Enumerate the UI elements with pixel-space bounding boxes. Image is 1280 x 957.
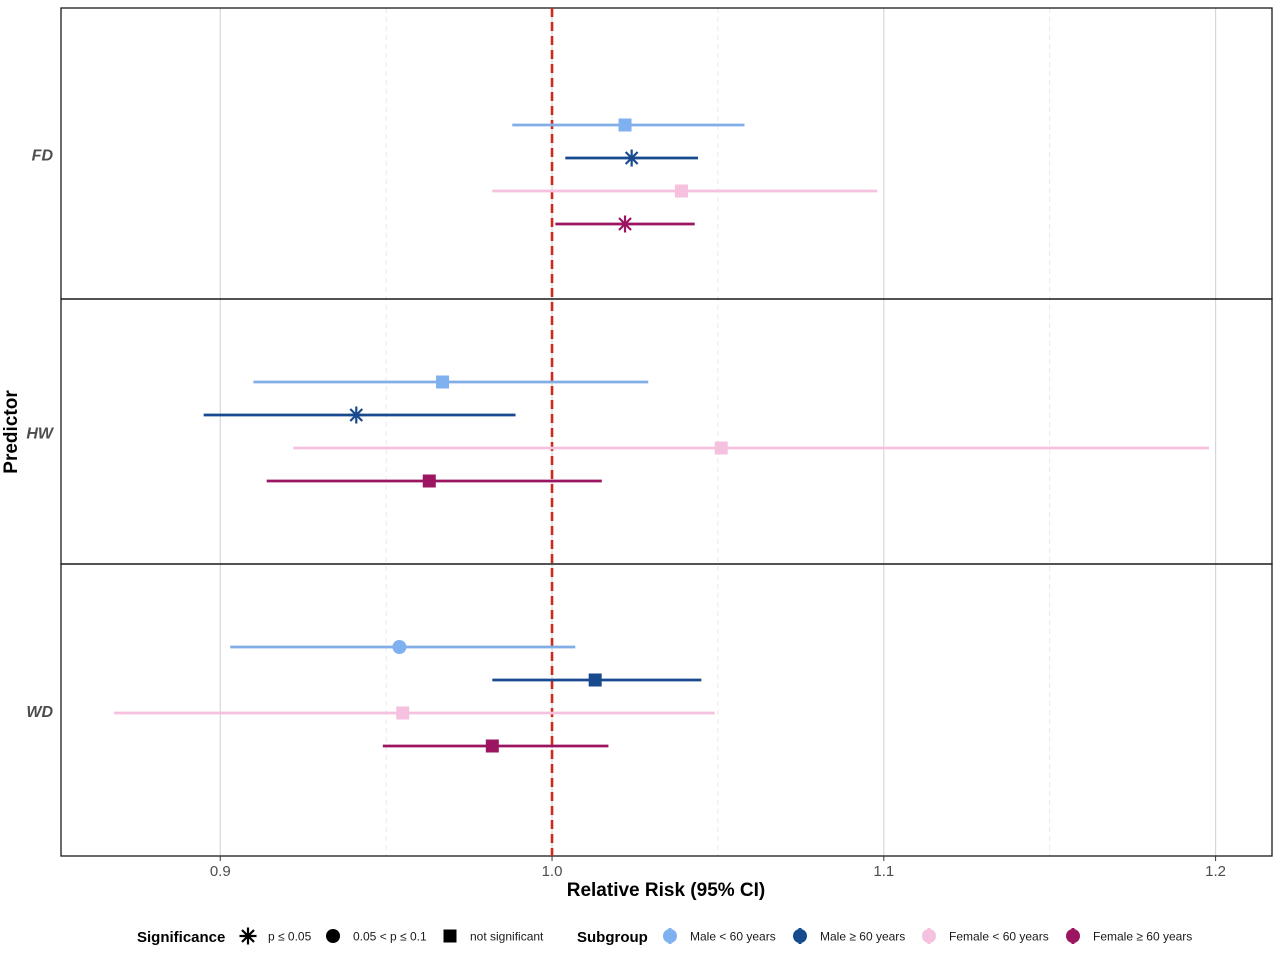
y-axis-title: Predictor: [1, 390, 22, 474]
marker-HW-m_ge60: [347, 406, 365, 424]
panel-FD: [60, 7, 1273, 300]
legend-significance-title: Significance: [137, 929, 225, 946]
legend-significance-key-marg: [326, 929, 340, 943]
x-tick-label: 0.9: [210, 863, 231, 880]
legend: Significance Subgroup p ≤ 0.05 0.05 < p ≤…: [137, 927, 1192, 946]
x-tick-label: 1.1: [873, 863, 894, 880]
legend-significance-label-marg: 0.05 < p ≤ 0.1: [353, 930, 427, 944]
marker-HW-m_lt60: [436, 375, 450, 389]
point-estimates: [347, 118, 728, 753]
predictor-label-HW: HW: [26, 426, 55, 443]
marker-FD-f_ge60: [616, 215, 634, 233]
marker-HW-f_ge60: [422, 474, 436, 488]
legend-significance-label-sig: p ≤ 0.05: [268, 930, 312, 944]
legend-significance-label-ns: not significant: [470, 930, 544, 944]
predictor-label-FD: FD: [32, 148, 54, 165]
gridlines: [219, 8, 1217, 856]
x-tick-label: 1.2: [1205, 863, 1226, 880]
predictor-label-WD: WD: [26, 704, 53, 721]
marker-FD-f_lt60: [674, 184, 688, 198]
marker-WD-f_lt60: [396, 706, 410, 720]
confidence-intervals: [114, 123, 1209, 748]
legend-subgroup-label-m_ge60: Male ≥ 60 years: [820, 930, 905, 944]
marker-FD-m_ge60: [623, 149, 641, 167]
legend-subgroup-key-f_lt60: [922, 928, 936, 944]
legend-subgroup-key-m_ge60: [793, 928, 807, 944]
axes: Relative Risk (95% CI) Predictor 0.9 1.0 1…: [1, 148, 1226, 902]
x-tick-label: 1.0: [542, 863, 563, 880]
legend-significance-key-ns: [443, 929, 457, 943]
panel-HW: [60, 298, 1273, 565]
legend-subgroup-title: Subgroup: [577, 929, 648, 946]
legend-subgroup-key-f_ge60: [1066, 928, 1080, 944]
legend-subgroup-label-f_ge60: Female ≥ 60 years: [1093, 930, 1192, 944]
legend-subgroup-label-f_lt60: Female < 60 years: [949, 930, 1049, 944]
marker-WD-m_ge60: [588, 673, 602, 687]
marker-WD-m_lt60: [392, 640, 407, 654]
marker-FD-m_lt60: [618, 118, 632, 132]
legend-subgroup-key-m_lt60: [663, 928, 677, 944]
x-axis-title: Relative Risk (95% CI): [567, 880, 766, 901]
marker-WD-f_ge60: [485, 739, 499, 753]
legend-subgroup-label-m_lt60: Male < 60 years: [690, 930, 776, 944]
legend-significance-key-sig: [239, 927, 257, 945]
marker-HW-f_lt60: [714, 441, 728, 455]
panel-WD: [60, 563, 1273, 857]
predictor-panels: [60, 7, 1273, 857]
